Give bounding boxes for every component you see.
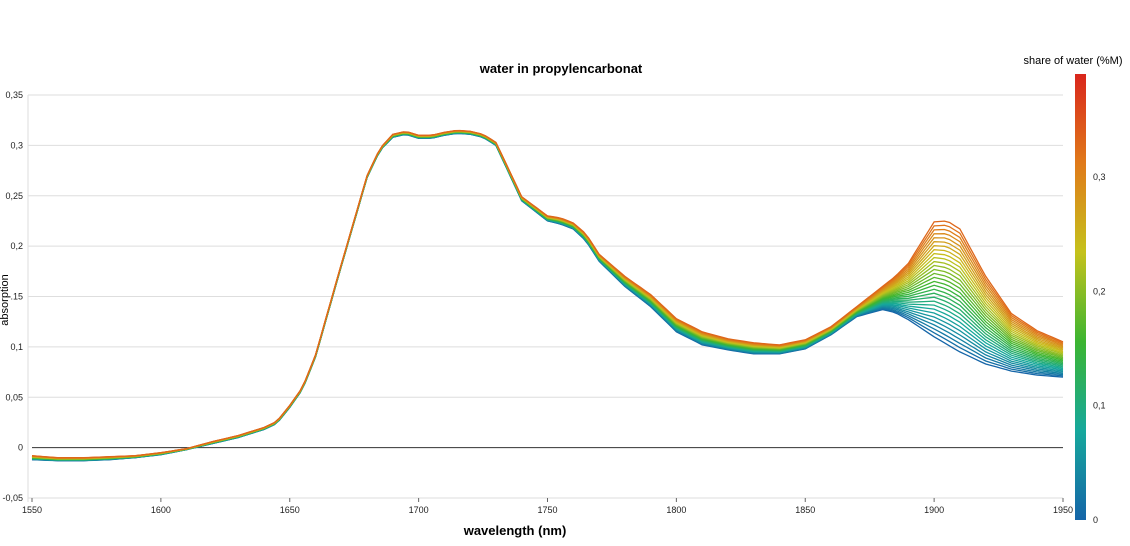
colorbar-tick-label: 0,2 — [1093, 286, 1106, 296]
y-tick-label: 0 — [18, 443, 23, 453]
series-line — [31, 131, 1064, 460]
grid — [27, 94, 1063, 502]
y-tick-label: .15 — [10, 292, 23, 302]
colorbar-title: share of water (%M) — [1023, 55, 1122, 67]
x-tick-label: 1750 — [537, 505, 557, 515]
y-tick-label: 0,35 — [5, 90, 23, 100]
x-tick-label: 1650 — [280, 505, 300, 515]
x-tick-label: 1800 — [666, 505, 686, 515]
y-tick-label: 0,25 — [5, 191, 23, 201]
series-line — [31, 132, 1064, 462]
x-tick-label: 1850 — [795, 505, 815, 515]
y-tick-labels: -0,05 0 0,05 0,1 .15 0,2 0,25 0,3 0,35 — [2, 90, 23, 503]
x-tick-label: 1700 — [409, 505, 429, 515]
colorbar-tick-label: 0 — [1093, 515, 1098, 525]
series-line — [31, 130, 1064, 460]
colorbar-tick-labels: 0 0,1 0,2 0,3 — [1093, 172, 1106, 525]
colorbar-tick-label: 0,3 — [1093, 172, 1106, 182]
colorbar-tick-label: 0,1 — [1093, 401, 1106, 411]
colorbar — [1075, 74, 1086, 520]
series-lines — [31, 129, 1064, 462]
y-tick-label: 0,05 — [5, 392, 23, 402]
x-tick-label: 1550 — [22, 505, 42, 515]
y-tick-label: 0,1 — [10, 342, 23, 352]
series-line — [31, 129, 1064, 459]
x-tick-label: 1600 — [151, 505, 171, 515]
series-line — [31, 131, 1064, 461]
x-axis-label: wavelength (nm) — [463, 523, 567, 538]
y-tick-label: -0,05 — [2, 493, 23, 503]
series-line — [31, 131, 1064, 460]
y-tick-label: 0,3 — [10, 140, 23, 150]
chart-title: water in propylencarbonat — [479, 61, 643, 76]
x-tick-labels: 1550 1600 1650 1700 1750 1800 1850 1900 1950 — [22, 498, 1073, 515]
x-tick-label: 1900 — [924, 505, 944, 515]
series-line — [31, 131, 1064, 460]
series-line — [31, 130, 1064, 460]
y-tick-label: 0,2 — [10, 241, 23, 251]
x-tick-label: 1950 — [1053, 505, 1073, 515]
y-axis-label: absorption — [0, 274, 11, 325]
